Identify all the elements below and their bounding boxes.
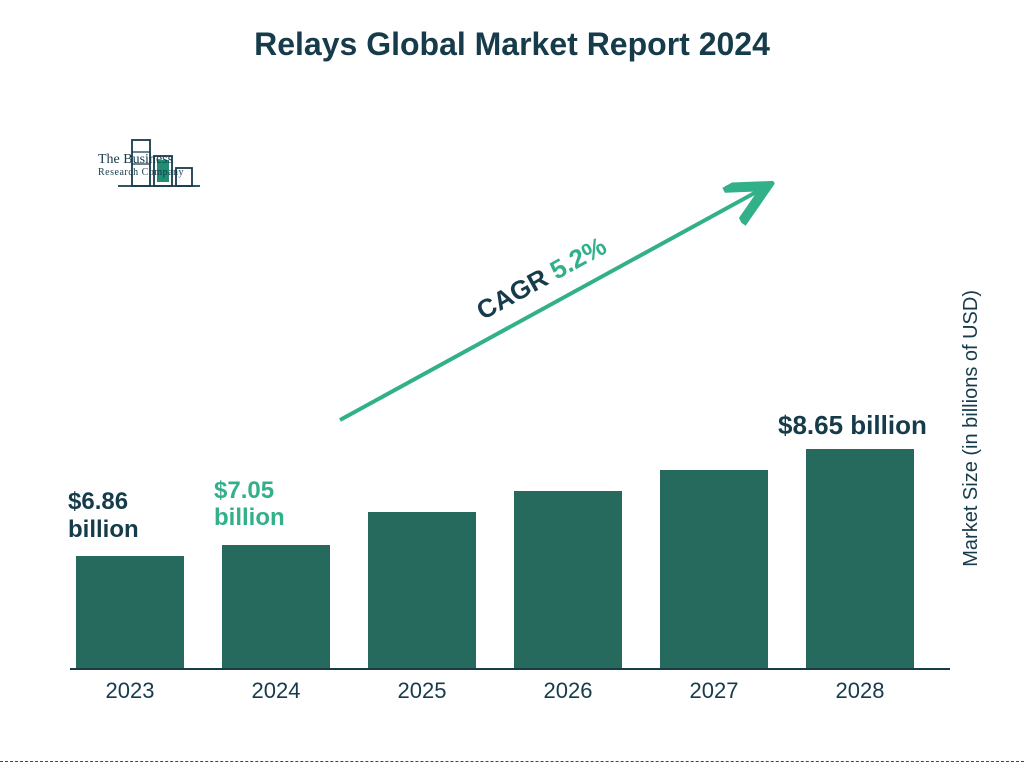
chart-title: Relays Global Market Report 2024 bbox=[0, 26, 1024, 63]
value-callout: $7.05billion bbox=[214, 477, 285, 532]
bar bbox=[806, 449, 914, 668]
x-tick-label: 2026 bbox=[504, 678, 632, 704]
bar bbox=[76, 556, 184, 668]
y-axis-label: Market Size (in billions of USD) bbox=[960, 290, 983, 567]
bar bbox=[222, 545, 330, 668]
value-callout: $8.65 billion bbox=[778, 411, 927, 441]
bar-chart: Market Size (in billions of USD) CAGR 5.… bbox=[70, 110, 950, 710]
x-tick-label: 2023 bbox=[66, 678, 194, 704]
bar bbox=[514, 491, 622, 668]
footer-divider bbox=[0, 761, 1024, 762]
page-root: Relays Global Market Report 2024 The Bus… bbox=[0, 0, 1024, 768]
x-tick-label: 2027 bbox=[650, 678, 778, 704]
bar bbox=[660, 470, 768, 668]
value-callout: $6.86billion bbox=[68, 488, 139, 543]
x-tick-label: 2028 bbox=[796, 678, 924, 704]
x-tick-label: 2024 bbox=[212, 678, 340, 704]
bar bbox=[368, 512, 476, 668]
x-tick-label: 2025 bbox=[358, 678, 486, 704]
